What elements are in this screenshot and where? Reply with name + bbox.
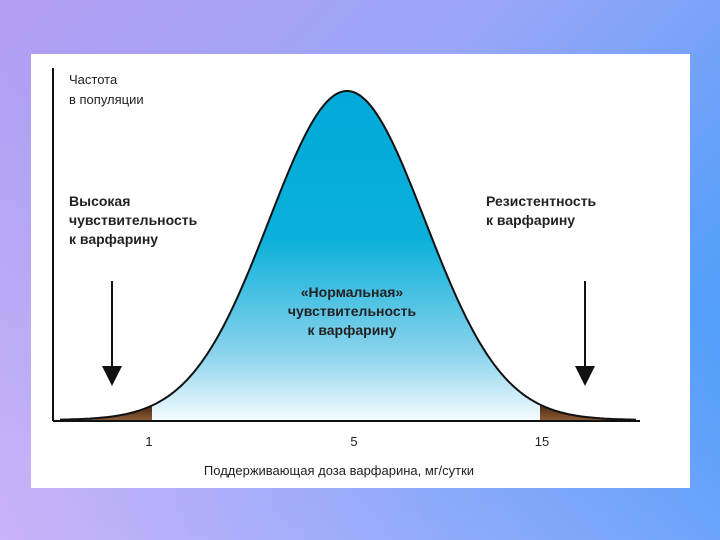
normal-label-line-3: к варфарину	[307, 322, 396, 338]
x-tick-label-5: 5	[350, 434, 357, 449]
normal-label-line-1: «Нормальная»	[301, 284, 404, 300]
resistance-label-line-2: к варфарину	[486, 212, 575, 228]
resistance-label-line-1: Резистентность	[486, 193, 597, 209]
high-sensitivity-label-line-3: к варфарину	[69, 231, 158, 247]
x-tick-label-1: 1	[145, 434, 152, 449]
right-arrow	[575, 281, 595, 386]
normal-label-line-2: чувствительность	[288, 303, 417, 319]
x-axis-label: Поддерживающая доза варфарина, мг/сутки	[204, 463, 474, 478]
region-high-sensitivity	[60, 405, 152, 420]
region-resistance	[540, 404, 636, 420]
y-axis-label-line-1: Частота	[69, 72, 118, 87]
distribution-curve	[60, 90, 637, 421]
high-sensitivity-label-line-2: чувствительность	[69, 212, 198, 228]
x-tick-label-15: 15	[535, 434, 549, 449]
left-arrow	[102, 281, 122, 386]
high-sensitivity-label-line-1: Высокая	[69, 193, 130, 209]
region-normal-sensitivity	[152, 91, 540, 420]
y-axis-label-line-2: в популяции	[69, 92, 144, 107]
